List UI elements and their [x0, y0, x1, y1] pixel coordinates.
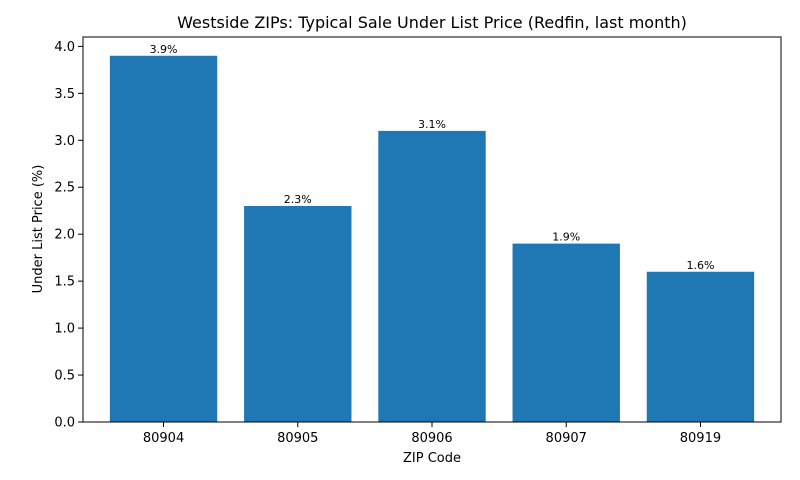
- y-axis-label: Under List Price (%): [31, 165, 46, 294]
- x-tick-label-80905: 80905: [277, 431, 318, 446]
- x-tick-label-80904: 80904: [143, 431, 184, 446]
- bar-80919: [646, 271, 755, 422]
- bar-80907: [512, 243, 620, 422]
- chart-title: Westside ZIPs: Typical Sale Under List P…: [177, 13, 687, 32]
- y-tick-label: 2.5: [54, 181, 75, 196]
- y-tick-label: 1.5: [54, 275, 75, 290]
- data-label-80907: 1.9%: [552, 231, 580, 244]
- data-label-80906: 3.1%: [418, 118, 446, 131]
- y-tick-label: 0.5: [54, 369, 75, 384]
- axes-layer: 0.0 0.5 1.0 1.5 2.0 2.5 3.0 3.5 4.0 80904 80905 809…: [54, 36, 782, 446]
- y-tick-label: 3.0: [54, 134, 75, 149]
- y-tick-label: 2.0: [54, 228, 75, 243]
- y-tick-label: 0.0: [54, 416, 75, 431]
- bar-80905: [244, 206, 352, 422]
- x-tick-label-80907: 80907: [546, 431, 587, 446]
- bar-80904: [109, 55, 218, 422]
- bar-80906: [378, 130, 486, 422]
- data-labels-layer: 3.9% 2.3% 3.1% 1.9% 1.6%: [150, 43, 715, 272]
- y-tick-label: 4.0: [54, 40, 75, 55]
- y-tick-label: 1.0: [54, 322, 75, 337]
- x-tick-label-80906: 80906: [411, 431, 452, 446]
- x-tick-label-80919: 80919: [680, 431, 721, 446]
- y-tick-label: 3.5: [54, 87, 75, 102]
- bars-layer: [109, 55, 755, 422]
- x-axis-label: ZIP Code: [403, 451, 461, 466]
- data-label-80905: 2.3%: [284, 193, 312, 206]
- data-label-80919: 1.6%: [686, 259, 714, 272]
- data-label-80904: 3.9%: [150, 43, 178, 56]
